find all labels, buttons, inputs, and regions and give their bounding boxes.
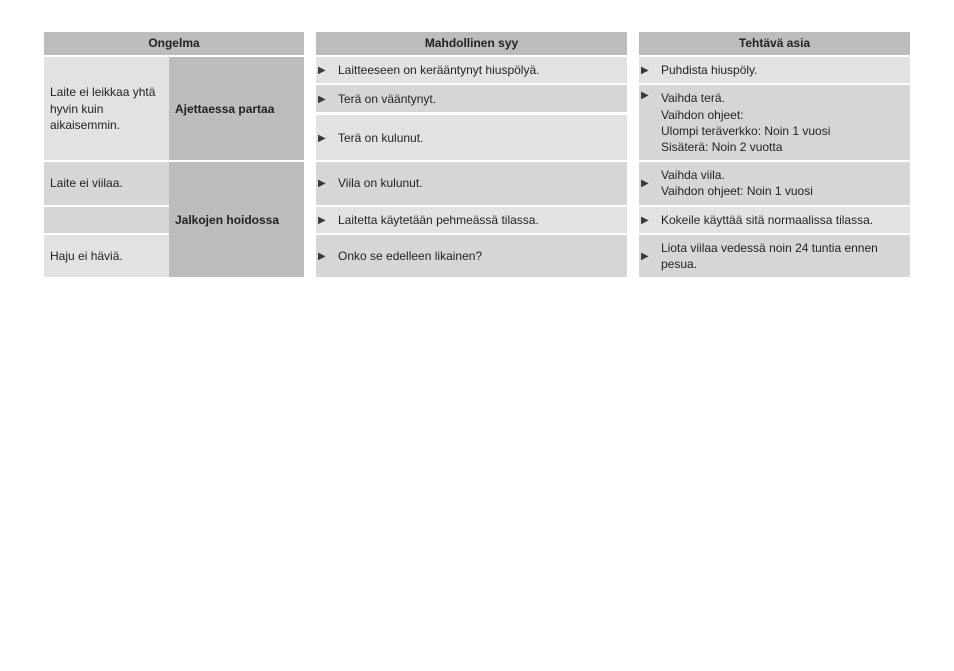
cause-cell: Laitetta käytetään pehmeässä tilassa. xyxy=(332,207,627,233)
arrow-icon: ▶ xyxy=(316,162,332,204)
action-line: Vaihdon ohjeet:Ulompi teräverkko: Noin 1… xyxy=(661,108,830,154)
arrow-icon: ▶ xyxy=(639,57,655,83)
cause-cell: Onko se edelleen likainen? xyxy=(332,235,627,277)
cause-cell: Terä on kulunut. xyxy=(332,115,627,160)
cause-cell: Terä on vääntynyt. xyxy=(332,85,627,112)
problem-cell: Laite ei leikkaa yhtä hyvin kuin aikaise… xyxy=(44,57,169,160)
action-cell: Puhdista hiuspöly. xyxy=(655,57,910,83)
gap xyxy=(304,162,316,204)
action-cell: Vaihda terä. Vaihdon ohjeet:Ulompi teräv… xyxy=(655,85,910,160)
gap xyxy=(627,85,639,112)
gap xyxy=(304,57,316,83)
header-action: Tehtävä asia xyxy=(639,32,910,55)
gap xyxy=(304,32,316,57)
gap xyxy=(627,207,639,233)
arrow-icon: ▶ xyxy=(316,207,332,233)
gap xyxy=(627,235,639,277)
arrow-icon: ▶ xyxy=(639,207,655,233)
problem-cell: Laite ei viilaa. xyxy=(44,162,169,204)
gap xyxy=(304,115,316,160)
arrow-icon: ▶ xyxy=(316,235,332,277)
arrow-icon: ▶ xyxy=(316,85,332,112)
category-feet: Jalkojen hoidossa xyxy=(169,162,304,277)
arrow-icon: ▶ xyxy=(316,57,332,83)
gap xyxy=(304,207,316,233)
action-cell: Vaihda viila.Vaihdon ohjeet: Noin 1 vuos… xyxy=(655,162,910,204)
gap xyxy=(627,115,639,160)
problem-cell-empty xyxy=(44,207,169,233)
header-problem: Ongelma xyxy=(44,32,304,55)
cause-cell: Laitteeseen on kerääntynyt hiuspölyä. xyxy=(332,57,627,83)
arrow-icon: ▶ xyxy=(639,162,655,204)
gap xyxy=(627,162,639,204)
gap xyxy=(304,235,316,277)
header-cause: Mahdollinen syy xyxy=(316,32,627,55)
gap xyxy=(304,85,316,112)
problem-cell: Haju ei häviä. xyxy=(44,235,169,277)
gap xyxy=(627,32,639,57)
action-cell: Kokeile käyttää sitä normaalissa tilassa… xyxy=(655,207,910,233)
arrow-icon: ▶ xyxy=(639,85,655,160)
arrow-icon: ▶ xyxy=(639,235,655,277)
arrow-icon: ▶ xyxy=(316,115,332,160)
cause-cell: Viila on kulunut. xyxy=(332,162,627,204)
gap xyxy=(627,57,639,83)
action-cell: Liota viilaa vedessä noin 24 tuntia enne… xyxy=(655,235,910,277)
action-line: Vaihda terä. xyxy=(661,91,725,105)
category-shaving: Ajettaessa partaa xyxy=(169,57,304,160)
troubleshooting-table: Ongelma Mahdollinen syy Tehtävä asia Lai… xyxy=(44,32,910,277)
